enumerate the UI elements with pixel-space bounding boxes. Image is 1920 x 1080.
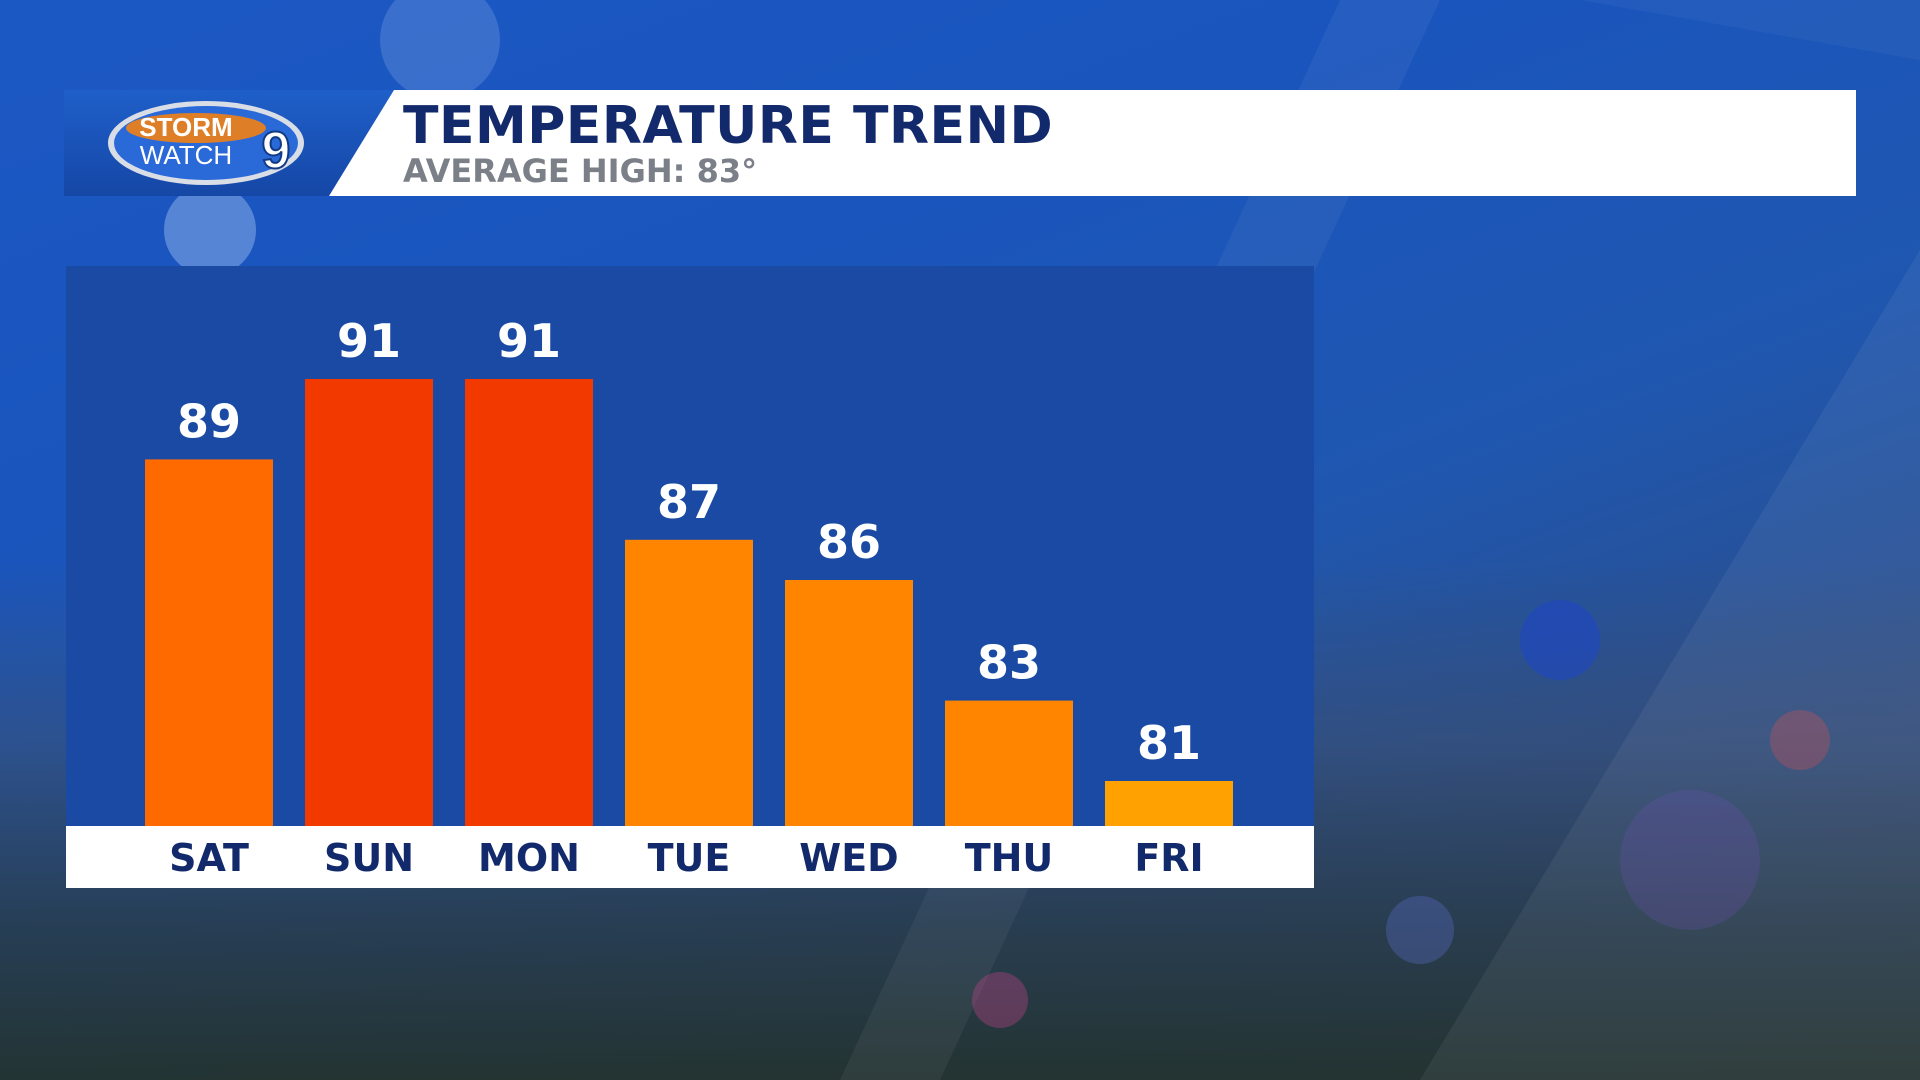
- tick-label-wed: WED: [799, 836, 899, 880]
- header-banner: STORM WATCH 9 TEMPERATURE TREND AVERAGE …: [64, 90, 1856, 196]
- bar-sun: [305, 379, 433, 826]
- tick-label-sat: SAT: [169, 836, 249, 880]
- header-title-area: [329, 90, 1856, 196]
- data-label-wed: 86: [817, 515, 881, 569]
- bar-sat: [145, 459, 273, 826]
- x-axis-strip: SAT SUN MON TUE WED THU FRI: [66, 826, 1314, 888]
- logo-line1: STORM: [139, 112, 232, 142]
- data-label-mon: 91: [497, 314, 561, 368]
- data-label-sat: 89: [177, 394, 241, 448]
- bar-wed: [785, 580, 913, 826]
- logo-number: 9: [262, 122, 291, 180]
- bar-tue: [625, 539, 753, 826]
- storm-watch-logo: STORM WATCH 9: [108, 101, 304, 185]
- tick-label-fri: FRI: [1134, 836, 1204, 880]
- tick-label-sun: SUN: [323, 836, 415, 880]
- data-label-fri: 81: [1137, 716, 1201, 770]
- bar-chart: 89 91 91 87 86 83 81: [145, 314, 1233, 826]
- bar-mon: [465, 379, 593, 826]
- bar-thu: [945, 700, 1073, 826]
- page-subtitle: AVERAGE HIGH: 83°: [403, 152, 758, 190]
- chart-panel: 89 91 91 87 86 83 81: [66, 266, 1314, 826]
- page-title: TEMPERATURE TREND: [403, 96, 1054, 156]
- logo-line2: WATCH: [140, 140, 232, 170]
- data-label-sun: 91: [337, 314, 401, 368]
- data-label-tue: 87: [657, 475, 721, 529]
- data-label-thu: 83: [977, 636, 1041, 690]
- bar-fri: [1105, 781, 1233, 826]
- tick-label-thu: THU: [964, 836, 1054, 880]
- tick-label-mon: MON: [478, 836, 580, 880]
- tick-label-tue: TUE: [647, 836, 731, 880]
